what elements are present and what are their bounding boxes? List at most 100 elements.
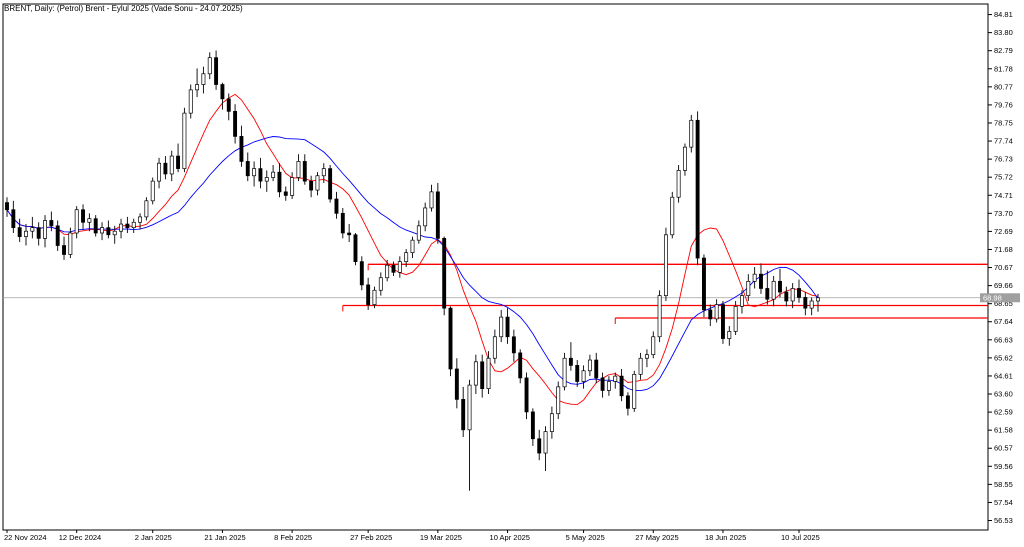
candle-body-38 [245,161,250,177]
y-tick-label-4: 80.77 [994,82,1013,91]
x-tick-label-1: 12 Dec 2024 [59,533,102,542]
candle-71 [454,358,459,409]
candle-body-98 [625,395,630,409]
horizontal-levels [342,263,988,324]
y-tick-label-19: 65.62 [994,353,1013,362]
x-tick-label-11: 10 Jul 2025 [781,533,820,542]
candle-117 [746,274,751,301]
candle-26 [169,150,174,182]
candle-body-50 [321,168,326,177]
plot-frame [2,3,989,531]
candle-119 [759,263,763,294]
candle-89 [568,342,573,371]
candle-body-48 [309,180,314,191]
candle-4 [30,216,35,239]
y-tick-label-13: 71.68 [994,245,1013,254]
candle-98 [625,392,630,416]
candle-body-36 [233,110,238,137]
candle-body-124 [790,288,795,302]
y-tick-label-21: 63.60 [994,390,1013,399]
candle-34 [220,82,225,110]
candle-body-7 [49,220,54,227]
candle-body-80 [511,336,516,354]
candle-49 [315,172,320,196]
candle-body-91 [581,370,586,382]
y-tick-label-11: 73.70 [994,209,1013,218]
y-tick-label-18: 66.63 [994,335,1013,344]
candle-97 [619,368,624,402]
candle-body-116 [740,295,744,307]
candle-88 [562,352,567,391]
candle-body-46 [296,161,301,178]
candle-body-0 [5,202,9,211]
candle-51 [328,165,333,203]
x-tick-label-5: 27 Feb 2025 [350,533,392,542]
candle-121 [771,275,776,307]
y-tick-label-25: 59.56 [994,462,1013,471]
y-tick-label-16: 68.65 [994,299,1013,308]
candle-70 [448,306,453,377]
candle-54 [347,224,352,242]
candle-23 [150,177,155,205]
x-axis: 22 Nov 2024 12 Dec 2024 2 Jan 2025 21 Jan 2… [4,530,820,542]
candle-body-89 [568,357,573,366]
candle-126 [803,292,808,316]
candle-125 [797,279,801,303]
candle-82 [524,372,529,420]
candle-body-6 [43,220,47,239]
candle-body-28 [182,112,187,169]
x-tick-label-2: 2 Jan 2025 [135,533,172,542]
candle-body-105 [670,196,675,236]
candle-66 [423,202,428,232]
candle-31 [201,66,206,94]
y-tick-label-3: 81.78 [994,64,1013,73]
y-tick-label-5: 79.76 [994,100,1013,109]
price-badge-label: 68.98 [983,293,1002,302]
candle-123 [784,286,789,307]
candle-body-37 [239,136,244,162]
candle-body-97 [619,375,624,397]
candle-body-65 [416,225,421,241]
candle-68 [435,182,440,244]
candle-43 [277,163,282,198]
candle-21 [138,213,143,230]
candle-110 [702,254,706,318]
candle-83 [530,408,535,446]
candle-body-78 [499,316,504,338]
x-tick-label-7: 10 Apr 2025 [490,533,530,542]
candle-92 [587,354,592,377]
candle-122 [778,268,782,298]
candle-108 [689,114,694,153]
candle-body-43 [277,171,282,193]
candle-57 [366,277,371,310]
candle-87 [556,381,561,420]
candle-body-44 [283,191,288,196]
candle-3 [24,224,28,246]
candle-body-2 [17,227,22,237]
x-tick-label-3: 21 Jan 2025 [204,533,245,542]
candle-116 [740,290,744,314]
candle-body-107 [682,146,687,171]
candle-body-20 [131,221,136,228]
candle-18 [119,218,123,239]
candle-128 [816,293,820,312]
candle-90 [575,360,580,387]
candle-25 [163,156,168,180]
candle-body-83 [530,411,535,440]
candle-body-54 [347,232,352,236]
candle-body-120 [765,288,770,300]
candle-5 [36,222,41,246]
candle-body-66 [423,207,428,227]
candle-8 [55,220,60,251]
candle-body-40 [258,168,263,182]
candle-body-100 [638,357,643,375]
candle-body-71 [454,368,459,400]
candle-body-113 [721,304,725,339]
candle-body-125 [797,288,801,298]
candle-85 [543,426,548,471]
candle-118 [752,267,757,289]
candle-33 [214,50,219,90]
candle-91 [581,365,586,389]
